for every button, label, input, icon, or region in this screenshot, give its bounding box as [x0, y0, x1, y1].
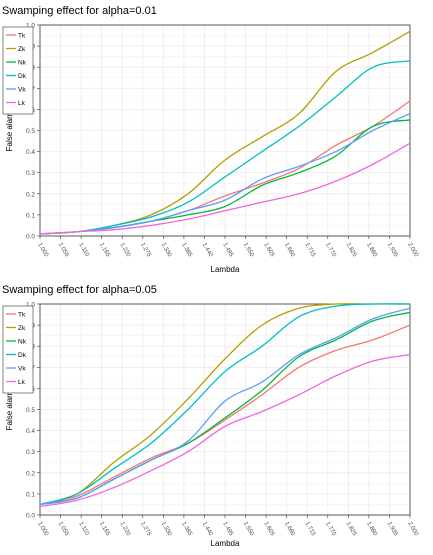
y-axis-label: False alarm	[5, 388, 14, 430]
x-tick-label: 1.660	[283, 242, 296, 259]
y-tick-label: 0.1	[26, 491, 35, 498]
x-tick-label: 1.550	[242, 242, 255, 259]
legend-label: Nk	[18, 60, 27, 67]
chart-panel: Swamping effect for alpha=0.05 0.0 0.1 0.2 0…	[2, 284, 419, 548]
x-tick-label: 1.715	[303, 242, 316, 259]
series-line-lk	[39, 142, 411, 235]
series-line-tk	[39, 324, 411, 506]
x-tick-label: 1.165	[98, 521, 111, 538]
legend-label: Dk	[18, 73, 27, 80]
x-tick-label: 1.055	[57, 242, 70, 259]
x-tick-label: 1.825	[345, 242, 358, 259]
series-line-vk	[39, 307, 411, 506]
legend-box	[2, 26, 34, 115]
chart-panel: Swamping effect for alpha=0.01 0.0 0.1 0.2 0…	[2, 5, 419, 274]
series-line-dk	[39, 303, 411, 506]
x-tick-label: 1.935	[386, 242, 399, 259]
y-tick-label: 0.0	[26, 513, 35, 520]
y-tick-label: 0.5	[26, 128, 35, 135]
x-tick-label: 1.055	[57, 521, 70, 538]
legend-label: Zk	[18, 325, 26, 332]
x-tick-label: 1.275	[139, 242, 152, 259]
x-tick-label: 1.220	[118, 521, 131, 538]
x-tick-label: 1.715	[303, 521, 316, 538]
legend-label: Tk	[18, 312, 26, 319]
x-tick-label: 1.000	[36, 521, 49, 538]
legend-label: Lk	[18, 379, 26, 386]
y-tick-label: 0.2	[26, 470, 35, 477]
x-tick-label: 1.330	[160, 521, 173, 538]
x-tick-label: 1.440	[201, 242, 214, 259]
x-tick-label: 1.330	[160, 242, 173, 259]
legend-label: Lk	[18, 100, 26, 107]
x-axis-label: Lambda	[211, 265, 240, 274]
plot-border	[39, 24, 411, 237]
y-tick-label: 0.5	[26, 407, 35, 414]
x-tick-label: 1.440	[201, 521, 214, 538]
x-tick-label: 1.825	[345, 521, 358, 538]
legend-label: Tk	[18, 33, 26, 40]
x-tick-label: 1.605	[262, 521, 275, 538]
x-tick-label: 1.110	[77, 521, 90, 537]
series-line-zk	[39, 303, 410, 506]
plot-border	[39, 303, 411, 516]
x-tick-label: 1.935	[386, 521, 399, 538]
y-tick-label: 1.0	[26, 23, 35, 30]
legend-label: Vk	[18, 366, 26, 373]
legend-label: Dk	[18, 352, 27, 359]
x-tick-label: 1.165	[98, 242, 111, 259]
chart-title: Swamping effect for alpha=0.05	[2, 284, 157, 296]
x-tick-label: 1.110	[77, 242, 90, 258]
x-tick-label: 1.880	[365, 521, 378, 538]
x-axis-label: Lambda	[211, 539, 240, 548]
y-tick-label: 0.4	[26, 428, 35, 435]
x-tick-label: 1.495	[221, 521, 234, 538]
legend-label: Zk	[18, 46, 26, 53]
series-line-dk	[39, 60, 411, 235]
x-tick-label: 1.660	[283, 521, 296, 538]
y-tick-label: 0.2	[26, 191, 35, 198]
x-tick-label: 1.000	[36, 242, 49, 259]
legend-box	[2, 305, 34, 394]
y-tick-label: 0.3	[26, 170, 35, 177]
x-tick-label: 1.275	[139, 521, 152, 538]
y-tick-label: 0.1	[26, 212, 35, 219]
legend-label: Vk	[18, 87, 26, 94]
y-tick-label: 0.4	[26, 149, 35, 156]
y-axis-label: False alarm	[5, 109, 14, 151]
legend-label: Nk	[18, 339, 27, 346]
x-tick-label: 1.770	[324, 242, 337, 259]
chart-title: Swamping effect for alpha=0.01	[2, 5, 157, 17]
y-tick-label: 0.3	[26, 449, 35, 456]
x-tick-label: 1.770	[324, 521, 337, 538]
y-tick-label: 1.0	[26, 302, 35, 309]
x-tick-label: 2.000	[406, 521, 419, 538]
x-tick-label: 1.880	[365, 242, 378, 259]
x-tick-label: 1.385	[180, 242, 193, 259]
x-tick-label: 1.550	[242, 521, 255, 538]
x-tick-label: 1.495	[221, 242, 234, 259]
series-line-vk	[39, 113, 411, 235]
x-tick-label: 2.000	[406, 242, 419, 259]
y-tick-label: 0.0	[26, 234, 35, 241]
series-line-lk	[39, 353, 411, 508]
x-tick-label: 1.220	[118, 242, 131, 259]
x-tick-label: 1.385	[180, 521, 193, 538]
x-tick-label: 1.605	[262, 242, 275, 259]
